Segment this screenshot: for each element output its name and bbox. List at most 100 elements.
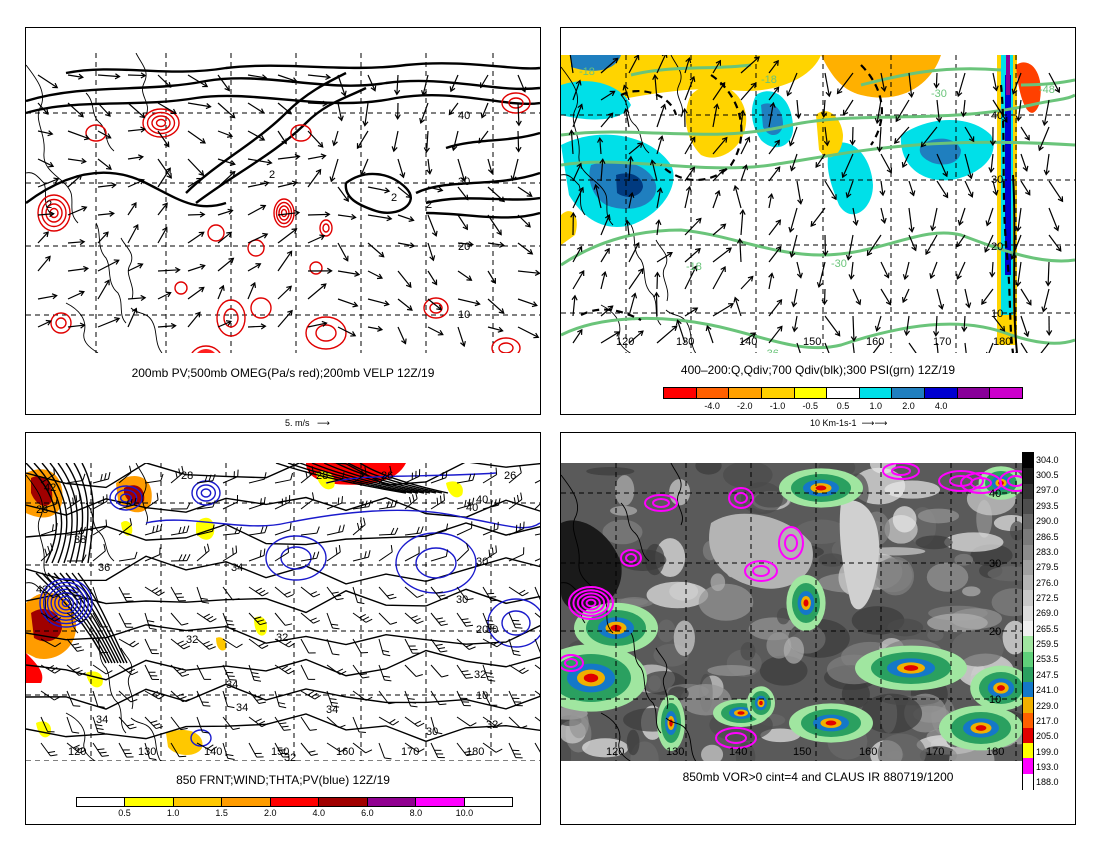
vorticity-contour bbox=[561, 654, 584, 672]
wind-barb-feather bbox=[357, 601, 365, 605]
wind-vector-head bbox=[198, 170, 205, 177]
coastline bbox=[130, 717, 162, 761]
wind-barb-feather bbox=[149, 757, 157, 761]
wind-barb-feather bbox=[382, 650, 390, 653]
wind-barb bbox=[40, 742, 51, 757]
wind-barb bbox=[66, 690, 74, 706]
wind-barb-feather bbox=[97, 705, 105, 708]
wind-barb bbox=[352, 664, 363, 679]
wind-barb-feather bbox=[97, 748, 105, 751]
wind-barb-feather bbox=[316, 526, 320, 534]
vorticity-contour bbox=[960, 472, 1002, 494]
wind-barb-feather bbox=[493, 523, 496, 531]
theta-contour-label: 40 bbox=[466, 502, 478, 514]
wind-vector bbox=[97, 184, 116, 188]
wind-vector bbox=[337, 326, 356, 337]
wind-vector-head bbox=[633, 55, 640, 61]
ir-cloud bbox=[872, 558, 913, 593]
wind-vector-head bbox=[593, 183, 600, 190]
wind-barb bbox=[248, 664, 255, 681]
wind-barb-feather bbox=[522, 669, 529, 675]
wind-vector bbox=[796, 99, 800, 118]
wind-vector bbox=[157, 130, 170, 147]
wind-vector-head bbox=[925, 249, 931, 256]
theta-contour-label: 26 bbox=[381, 470, 393, 482]
wind-vector bbox=[789, 126, 798, 146]
wind-barb-feather bbox=[440, 597, 448, 600]
wind-vector-head bbox=[47, 130, 54, 137]
wind-vector-head bbox=[775, 219, 782, 226]
wind-vector-head bbox=[43, 231, 49, 238]
colorbar-cell bbox=[1023, 666, 1033, 683]
wind-barb-feather bbox=[96, 727, 104, 731]
wind-vector bbox=[187, 264, 205, 272]
wind-barb bbox=[456, 690, 465, 706]
wind-barb-feather bbox=[415, 674, 423, 678]
wind-barb-feather bbox=[435, 617, 443, 620]
ir-cloud bbox=[614, 475, 635, 506]
wind-barb bbox=[430, 529, 447, 536]
pv-contour bbox=[39, 578, 93, 628]
theta-contour-label: 34 bbox=[326, 704, 338, 716]
wind-barb bbox=[300, 716, 311, 731]
wind-barb-feather bbox=[464, 750, 472, 753]
wind-vector-head bbox=[218, 284, 225, 291]
wind-vector bbox=[397, 186, 412, 198]
wind-vector-head bbox=[628, 191, 635, 198]
wind-vector bbox=[894, 126, 910, 144]
vorticity-contour bbox=[652, 498, 670, 508]
wind-vector-head bbox=[637, 268, 644, 274]
wind-barb bbox=[508, 716, 521, 729]
wind-barb-feather bbox=[256, 698, 264, 701]
wind-vector bbox=[307, 283, 327, 300]
wind-vector bbox=[931, 207, 938, 231]
wind-vector bbox=[487, 298, 505, 314]
wind-vector-head bbox=[695, 247, 701, 254]
wind-vector bbox=[676, 320, 686, 344]
wind-barb-feather bbox=[125, 666, 132, 671]
theta-contour-label: 32 bbox=[474, 669, 486, 681]
wind-vector bbox=[905, 315, 910, 335]
wind-vector bbox=[1048, 180, 1064, 202]
wind-barb bbox=[508, 553, 524, 562]
lat-label: 10 bbox=[458, 309, 470, 321]
wind-vector bbox=[37, 158, 54, 167]
wind-barb bbox=[352, 473, 367, 484]
wind-barb-feather bbox=[364, 466, 367, 474]
wind-barb-feather bbox=[75, 669, 83, 674]
wind-barb-feather bbox=[368, 550, 371, 558]
wind-vector bbox=[448, 102, 459, 115]
coastline bbox=[620, 94, 650, 154]
wind-barb bbox=[300, 586, 314, 598]
wind-vector-head bbox=[474, 300, 481, 307]
colorbar-label: 253.5 bbox=[1036, 654, 1059, 665]
wind-barb-feather bbox=[129, 640, 136, 646]
wind-barb-feather bbox=[440, 650, 448, 653]
wind-vector bbox=[277, 250, 293, 272]
pv-contour bbox=[425, 211, 540, 219]
wind-vector bbox=[990, 153, 994, 173]
ir-cloud bbox=[710, 573, 726, 592]
wind-vector-head bbox=[1041, 306, 1048, 313]
pv-contour bbox=[26, 93, 540, 115]
wind-barb bbox=[170, 716, 182, 730]
omega-contour bbox=[174, 281, 188, 295]
wind-vector bbox=[628, 156, 632, 182]
wind-barb bbox=[508, 472, 522, 484]
wind-barb-feather bbox=[99, 751, 107, 754]
wind-vector-head bbox=[1057, 196, 1064, 203]
wind-vector bbox=[572, 104, 583, 128]
wind-vector-head bbox=[261, 74, 268, 81]
wind-vector-head bbox=[1025, 189, 1031, 196]
wind-barb bbox=[118, 504, 135, 510]
wind-barb-feather bbox=[130, 498, 133, 507]
wind-barb-feather bbox=[153, 723, 161, 727]
wind-vector-head bbox=[685, 57, 692, 64]
wind-barb-feather bbox=[74, 646, 82, 649]
wind-vector-head bbox=[259, 135, 266, 141]
wind-vector bbox=[768, 140, 780, 155]
wind-vector bbox=[97, 317, 120, 328]
omega-contour bbox=[319, 219, 333, 237]
wind-vector bbox=[1043, 99, 1050, 126]
wind-barb bbox=[430, 638, 441, 653]
